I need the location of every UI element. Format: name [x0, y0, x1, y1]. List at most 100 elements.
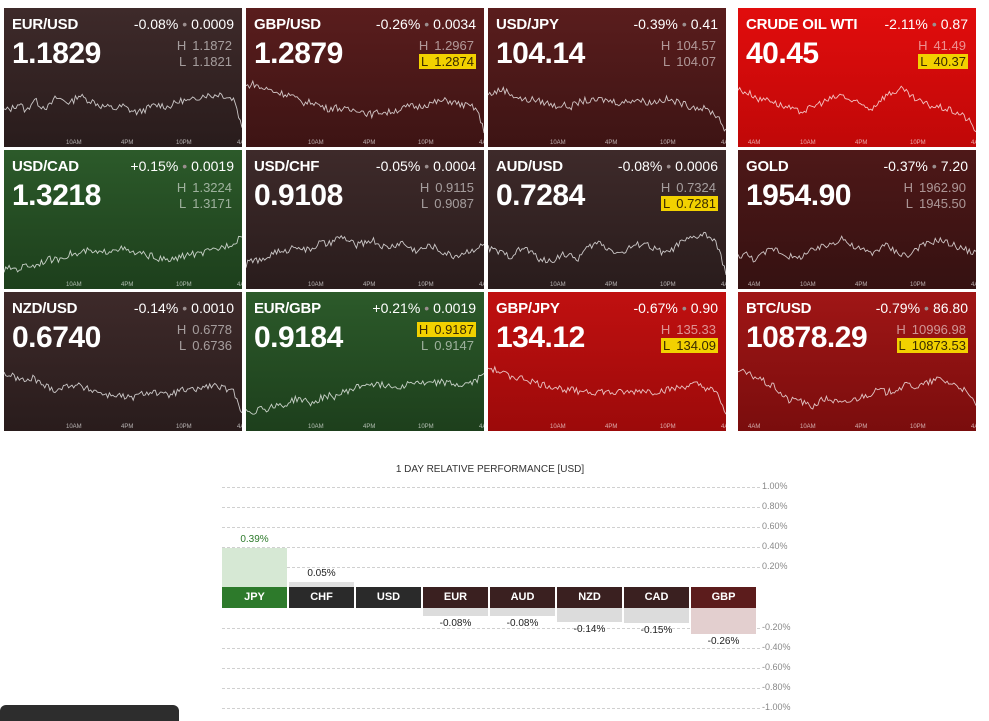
low-value: 0.6736: [192, 338, 232, 353]
time-tick-label: 10AM: [550, 424, 566, 430]
day-low: L 134.09: [661, 338, 718, 353]
y-tick-label: -1.00%: [762, 702, 791, 712]
high-key: H: [660, 38, 671, 53]
y-tick-label: 0.40%: [762, 541, 788, 551]
change-readout: -0.67% • 0.90: [633, 300, 718, 316]
time-tick-label: 10PM: [660, 424, 676, 430]
quote-tile[interactable]: NZD/USD -0.14% • 0.0010 0.6740 H 0.6778 L 0.6736…: [4, 292, 242, 431]
symbol-label: USD/JPY: [496, 16, 559, 33]
low-key: L: [421, 54, 429, 69]
high-key: H: [418, 322, 429, 337]
sparkline-series: [488, 86, 726, 132]
quote-tile[interactable]: USD/CAD +0.15% • 0.0019 1.3218 H 1.3224 L 1.3171…: [4, 150, 242, 289]
bottom-panel-tab[interactable]: [0, 705, 179, 721]
change-percent: -0.14%: [133, 300, 179, 316]
separator-dot: •: [931, 158, 937, 174]
y-tick-label: 0.80%: [762, 501, 788, 511]
time-tick-label: 4PM: [605, 282, 618, 288]
time-tick-label: 10PM: [660, 282, 676, 288]
low-value: 0.7281: [676, 196, 716, 211]
currency-cell-cad[interactable]: CAD: [624, 587, 689, 608]
low-key: L: [898, 338, 906, 353]
change-absolute: 0.0004: [433, 158, 476, 174]
currency-cell-jpy[interactable]: JPY: [222, 587, 287, 608]
time-tick-label: 4PM: [605, 140, 618, 146]
gridline: [222, 507, 760, 508]
quote-tile[interactable]: BTC/USD -0.79% • 86.80 10878.29 H 10996.98 L 108…: [738, 292, 976, 431]
time-tick-label: 4AM: [748, 140, 761, 146]
quote-tile[interactable]: CRUDE OIL WTI -2.11% • 0.87 40.45 H 41.49 L 40.3…: [738, 8, 976, 147]
quote-tile[interactable]: EUR/GBP +0.21% • 0.0019 0.9184 H 0.9187 L 0.9147…: [246, 292, 484, 431]
high-value: 0.9115: [435, 180, 474, 195]
sparkline-series: [488, 365, 726, 415]
currency-cell-aud[interactable]: AUD: [490, 587, 555, 608]
day-low: L 1945.50: [904, 196, 968, 211]
high-key: H: [660, 322, 671, 337]
time-axis: 4AM 10AM 4PM 10PM 4A: [738, 280, 976, 288]
currency-cell-eur[interactable]: EUR: [423, 587, 488, 608]
time-tick-label: 4PM: [121, 424, 134, 430]
day-low: L 1.3171: [177, 196, 234, 211]
separator-dot: •: [424, 300, 430, 316]
quote-tile[interactable]: GBP/JPY -0.67% • 0.90 134.12 H 135.33 L 134.09 10…: [488, 292, 726, 431]
quote-tile[interactable]: GBP/USD -0.26% • 0.0034 1.2879 H 1.2967 L 1.2874…: [246, 8, 484, 147]
time-tick-label: 10AM: [308, 424, 324, 430]
high-value: 1.3224: [192, 180, 232, 195]
time-tick-label: 10AM: [550, 140, 566, 146]
time-tick-label: 4PM: [855, 282, 868, 288]
high-key: H: [896, 322, 906, 337]
day-low: L 40.37: [918, 54, 968, 69]
time-tick-label: 10PM: [176, 282, 192, 288]
change-readout: -0.05% • 0.0004: [376, 158, 476, 174]
sparkline-series: [4, 235, 242, 273]
quote-tile[interactable]: USD/CHF -0.05% • 0.0004 0.9108 H 0.9115 L 0.9087…: [246, 150, 484, 289]
symbol-label: EUR/GBP: [254, 300, 321, 317]
day-low: L 0.9147: [419, 338, 476, 353]
time-tick-label: 10AM: [308, 282, 324, 288]
change-absolute: 0.0010: [191, 300, 234, 316]
quote-tile[interactable]: EUR/USD -0.08% • 0.0009 1.1829 H 1.1872 L 1.1821…: [4, 8, 242, 147]
change-readout: -0.79% • 86.80: [876, 300, 968, 316]
performance-value-label: -0.14%: [573, 624, 606, 635]
day-high: H 1962.90: [902, 180, 968, 195]
sparkline-series: [738, 368, 976, 410]
time-tick-label: 10PM: [910, 424, 926, 430]
sparkline-chart: [488, 86, 726, 132]
sparkline-chart: [738, 85, 976, 133]
change-readout: -0.39% • 0.41: [633, 16, 718, 32]
time-tick-label: 10AM: [800, 282, 816, 288]
quote-tile[interactable]: USD/JPY -0.39% • 0.41 104.14 H 104.57 L 104.07 10…: [488, 8, 726, 147]
currency-cell-usd[interactable]: USD: [356, 587, 421, 608]
quote-tile[interactable]: GOLD -0.37% • 7.20 1954.90 H 1962.90 L 1945.50 4A…: [738, 150, 976, 289]
high-key: H: [918, 38, 928, 53]
time-tick-label: 4PM: [121, 140, 134, 146]
change-absolute: 0.0006: [675, 158, 718, 174]
day-high: H 1.3224: [175, 180, 234, 195]
currency-cell-chf[interactable]: CHF: [289, 587, 354, 608]
low-value: 1.1821: [192, 54, 232, 69]
high-key: H: [660, 180, 671, 195]
change-absolute: 0.90: [690, 300, 718, 316]
high-key: H: [176, 180, 187, 195]
gridline: [222, 527, 760, 528]
sparkline-chart: [246, 234, 484, 268]
sparkline-chart: [4, 92, 242, 128]
day-low: L 1.2874: [419, 54, 476, 69]
low-key: L: [179, 196, 187, 211]
high-key: H: [176, 322, 187, 337]
y-tick-label: 1.00%: [762, 481, 788, 491]
symbol-label: GBP/JPY: [496, 300, 560, 317]
high-value: 1962.90: [919, 180, 966, 195]
sparkline-chart: [246, 373, 484, 415]
time-axis: 4AM 10AM 4PM 10PM 4A: [738, 422, 976, 430]
change-absolute: 7.20: [940, 158, 968, 174]
time-tick-label: 10PM: [910, 140, 926, 146]
time-axis: 10AM 4PM 10PM 4A: [488, 422, 726, 430]
change-readout: -2.11% • 0.87: [885, 16, 968, 32]
high-value: 0.7324: [676, 180, 716, 195]
quote-tile[interactable]: AUD/USD -0.08% • 0.0006 0.7284 H 0.7324 L 0.7281…: [488, 150, 726, 289]
currency-cell-gbp[interactable]: GBP: [691, 587, 756, 608]
sparkline-series: [246, 79, 484, 134]
currency-cell-nzd[interactable]: NZD: [557, 587, 622, 608]
